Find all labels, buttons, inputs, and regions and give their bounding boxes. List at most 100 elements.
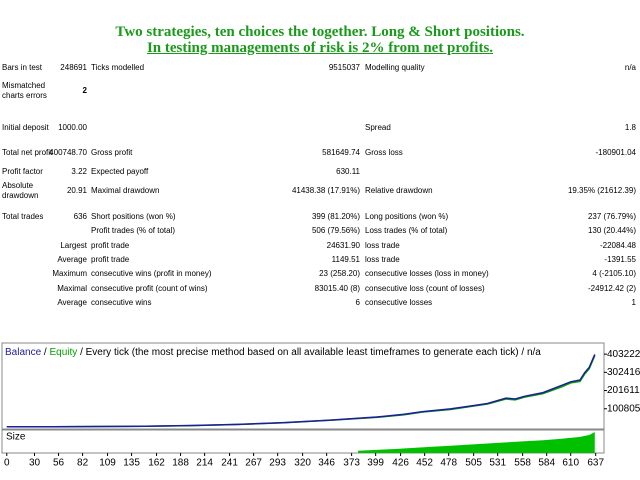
table-cell: Bars in test — [2, 63, 43, 72]
y-tick-label: 100805 — [607, 403, 640, 414]
x-tick-label: 505 — [465, 458, 482, 469]
table-cell: Spread — [365, 123, 391, 132]
table-cell: profit trade — [91, 241, 130, 250]
table-cell: -24912.42 (2) — [587, 284, 636, 293]
x-tick-label: 637 — [587, 458, 604, 469]
x-tick-label: 188 — [172, 458, 189, 469]
legend-entry: Balance — [5, 347, 42, 358]
size-label: Size — [6, 432, 26, 443]
x-tick-label: 478 — [440, 458, 457, 469]
x-tick-label: 109 — [99, 458, 116, 469]
table-cell: Largest — [60, 241, 87, 250]
y-tick-label: 302416 — [607, 367, 640, 378]
table-cell: consecutive losses — [365, 298, 433, 307]
table-cell: 581649.74 — [322, 148, 360, 157]
table-cell: 237 (76.79%) — [587, 212, 636, 221]
x-tick-label: 610 — [562, 458, 579, 469]
x-tick-label: 452 — [416, 458, 433, 469]
x-tick-label: 82 — [77, 458, 89, 469]
legend-separator: / — [44, 347, 47, 358]
table-cell: Maximal — [57, 284, 87, 293]
plot-frame — [1, 342, 605, 430]
table-cell: 1000.00 — [58, 123, 87, 132]
table-cell: Mismatched charts errors — [2, 81, 47, 100]
table-cell: loss trade — [365, 241, 400, 250]
table-cell: Maximum — [52, 269, 87, 278]
table-cell: Relative drawdown — [365, 186, 433, 195]
x-tick-label: 558 — [514, 458, 531, 469]
x-tick-label: 373 — [343, 458, 360, 469]
table-cell: 636 — [73, 212, 87, 221]
table-cell: 24631.90 — [326, 241, 360, 250]
x-tick-label: 531 — [489, 458, 506, 469]
table-cell: Profit trades (% of total) — [91, 226, 176, 235]
table-cell: 4 (-2105.10) — [592, 269, 636, 278]
x-tick-label: 135 — [123, 458, 140, 469]
table-cell: Absolute drawdown — [2, 181, 39, 200]
table-cell: Total net profit — [2, 148, 53, 157]
table-cell: 3.22 — [71, 167, 87, 176]
title-line: Two strategies, ten choices the together… — [115, 24, 525, 40]
table-cell: n/a — [624, 63, 636, 72]
table-cell: Long positions (won %) — [365, 212, 449, 221]
table-cell: Short positions (won %) — [91, 212, 176, 221]
x-tick-label: 320 — [294, 458, 311, 469]
table-cell: 23 (258.20) — [319, 269, 360, 278]
table-cell: 130 (20.44%) — [587, 226, 636, 235]
chart-caption: Balance / Equity / Every tick (the most … — [5, 347, 541, 358]
x-tick-label: 584 — [538, 458, 555, 469]
table-cell: Maximal drawdown — [91, 186, 160, 195]
table-cell: Ticks modelled — [91, 63, 145, 72]
table-cell: 6 — [355, 298, 360, 307]
x-tick-label: 30 — [29, 458, 41, 469]
table-cell: loss trade — [365, 255, 400, 264]
y-tick-label: 403222 — [607, 349, 640, 360]
table-cell: -1391.55 — [604, 255, 636, 264]
table-cell: 248691 — [60, 63, 87, 72]
x-tick-label: 0 — [4, 458, 10, 469]
table-cell: Average — [57, 298, 87, 307]
table-cell: 630.11 — [336, 167, 360, 176]
x-tick-label: 214 — [196, 458, 213, 469]
table-cell: 1 — [631, 298, 636, 307]
legend-entry: Equity — [49, 347, 77, 358]
table-cell: 1.8 — [624, 123, 636, 132]
size-area — [358, 432, 595, 453]
table-cell: consecutive losses (loss in money) — [365, 269, 489, 278]
x-tick-label: 162 — [148, 458, 165, 469]
title-line: In testing managements of risk is 2% fro… — [146, 40, 494, 56]
table-cell: 9515037 — [328, 63, 360, 72]
table-cell: 19.35% (21612.39) — [567, 186, 636, 195]
table-cell: -180901.04 — [595, 148, 636, 157]
table-cell: -22084.48 — [599, 241, 636, 250]
x-tick-label: 346 — [318, 458, 335, 469]
table-cell: profit trade — [91, 255, 130, 264]
x-tick-label: 241 — [221, 458, 238, 469]
table-cell: consecutive wins — [91, 298, 152, 307]
table-cell: 399 (81.20%) — [311, 212, 360, 221]
table-cell: 2 — [82, 86, 87, 95]
table-cell: Modelling quality — [365, 63, 425, 72]
x-tick-label: 293 — [269, 458, 286, 469]
table-cell: Expected payoff — [91, 167, 149, 176]
table-cell: Total trades — [2, 212, 44, 221]
table-cell: Average — [57, 255, 87, 264]
table-cell: consecutive profit (count of wins) — [91, 284, 208, 293]
x-tick-label: 56 — [53, 458, 65, 469]
table-cell: Profit factor — [2, 167, 43, 176]
table-cell: Loss trades (% of total) — [365, 226, 448, 235]
table-cell: Gross loss — [365, 148, 403, 157]
table-cell: 20.91 — [66, 186, 87, 195]
table-cell: 1149.51 — [331, 255, 360, 264]
x-tick-label: 267 — [245, 458, 262, 469]
table-cell: Gross profit — [91, 148, 133, 157]
table-cell: Initial deposit — [2, 123, 49, 132]
table-cell: 83015.40 (8) — [314, 284, 360, 293]
table-cell: 400748.70 — [49, 148, 87, 157]
y-tick-label: 201611 — [607, 385, 640, 396]
table-cell: consecutive loss (count of losses) — [365, 284, 485, 293]
series-line — [6, 354, 596, 428]
x-tick-label: 399 — [367, 458, 384, 469]
